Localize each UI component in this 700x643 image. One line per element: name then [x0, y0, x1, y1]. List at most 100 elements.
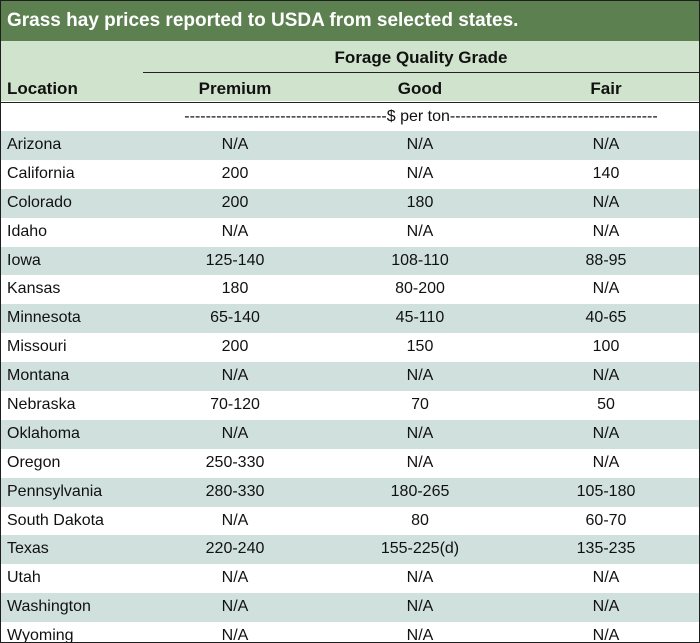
- location-cell: Wyoming: [7, 627, 74, 643]
- good-cell: 180: [406, 193, 434, 211]
- good-cell: N/A: [406, 453, 434, 471]
- table-row: Washington N/A N/A N/A: [1, 593, 699, 623]
- premium-cell: N/A: [221, 598, 249, 616]
- fair-cell: 50: [597, 396, 615, 414]
- header-divider: [1, 102, 699, 103]
- units-row: --------------------------------------$ …: [184, 108, 658, 125]
- good-cell: 108-110: [391, 251, 449, 269]
- premium-cell: N/A: [221, 136, 249, 153]
- good-cell: N/A: [406, 367, 434, 385]
- location-cell: Oregon: [7, 453, 61, 471]
- header-band: [1, 41, 699, 101]
- good-cell: N/A: [406, 222, 434, 240]
- table-row: Colorado 200 180 N/A: [1, 188, 699, 218]
- location-cell: Minnesota: [7, 309, 81, 327]
- premium-cell: N/A: [221, 424, 249, 442]
- location-cell: Missouri: [7, 338, 67, 356]
- column-header-location: Location: [7, 79, 78, 98]
- fair-cell: 60-70: [585, 511, 627, 529]
- table-row: Iowa 125-140 108-110 88-95: [1, 246, 699, 276]
- table-row: Texas 220-240 155-225(d) 135-235: [1, 535, 699, 565]
- table-row: Montana N/A N/A N/A: [1, 362, 699, 392]
- table-row: Pennsylvania 280-330 180-265 105-180: [1, 477, 699, 507]
- table-row: Nebraska 70-120 70 50: [1, 391, 699, 420]
- fair-cell: N/A: [592, 424, 620, 442]
- good-cell: 80: [411, 511, 429, 529]
- table-row: Utah N/A N/A N/A: [1, 564, 699, 593]
- premium-cell: 65-140: [210, 309, 260, 327]
- group-header: Forage Quality Grade: [334, 48, 508, 67]
- fair-cell: N/A: [592, 453, 620, 471]
- fair-cell: 135-235: [576, 540, 636, 558]
- table-row: Arizona N/A N/A N/A: [1, 131, 699, 160]
- premium-cell: N/A: [221, 511, 249, 529]
- good-cell: N/A: [406, 136, 434, 153]
- location-cell: South Dakota: [7, 511, 104, 529]
- table-title: Grass hay prices reported to USDA from s…: [1, 1, 699, 41]
- fair-cell: N/A: [592, 280, 620, 298]
- fair-cell: 88-95: [585, 251, 627, 269]
- location-cell: Washington: [7, 598, 91, 616]
- good-cell: 80-200: [395, 280, 445, 298]
- good-cell: N/A: [406, 598, 434, 616]
- location-cell: Colorado: [7, 193, 72, 211]
- fair-cell: 40-65: [585, 309, 627, 327]
- table-row: Missouri 200 150 100: [1, 333, 699, 362]
- location-cell: Pennsylvania: [7, 482, 103, 500]
- column-header-premium: Premium: [198, 79, 272, 98]
- premium-cell: N/A: [221, 569, 249, 587]
- location-cell: Nebraska: [7, 396, 76, 414]
- good-cell: N/A: [406, 164, 434, 182]
- table-row: South Dakota N/A 80 60-70: [1, 507, 699, 536]
- column-header-good: Good: [397, 79, 443, 98]
- fair-cell: 105-180: [576, 482, 636, 500]
- table-row: Idaho N/A N/A N/A: [1, 218, 699, 247]
- good-cell: 155-225(d): [380, 540, 460, 558]
- group-header-underline: [143, 72, 699, 73]
- premium-cell: 180: [221, 280, 249, 298]
- premium-cell: 70-120: [210, 396, 260, 414]
- location-cell: Arizona: [7, 136, 62, 153]
- location-cell: Oklahoma: [7, 424, 80, 442]
- fair-cell: 100: [592, 338, 620, 356]
- premium-cell: N/A: [221, 627, 249, 643]
- premium-cell: 250-330: [205, 453, 265, 471]
- location-cell: Utah: [7, 569, 41, 587]
- premium-cell: 200: [221, 164, 249, 182]
- location-cell: Iowa: [7, 251, 41, 269]
- good-cell: 70: [411, 396, 429, 414]
- table-row: California 200 N/A 140: [1, 160, 699, 189]
- good-cell: 150: [406, 338, 434, 356]
- premium-cell: 280-330: [205, 482, 265, 500]
- good-cell: 180-265: [390, 482, 450, 500]
- location-cell: Texas: [7, 540, 49, 558]
- fair-cell: N/A: [592, 569, 620, 587]
- table-row: Oklahoma N/A N/A N/A: [1, 419, 699, 449]
- column-header-fair: Fair: [590, 79, 622, 98]
- good-cell: N/A: [406, 627, 434, 643]
- location-cell: Idaho: [7, 222, 48, 240]
- fair-cell: N/A: [592, 627, 620, 643]
- fair-cell: 140: [592, 164, 620, 182]
- location-cell: Kansas: [7, 280, 61, 298]
- fair-cell: N/A: [592, 598, 620, 616]
- fair-cell: N/A: [592, 222, 620, 240]
- premium-cell: 125-140: [205, 251, 265, 269]
- fair-cell: N/A: [592, 367, 620, 385]
- fair-cell: N/A: [592, 193, 620, 211]
- table-row: Wyoming N/A N/A N/A: [1, 622, 699, 643]
- location-cell: California: [7, 164, 75, 182]
- premium-cell: 200: [221, 193, 249, 211]
- table-row: Kansas 180 80-200 N/A: [1, 275, 699, 304]
- table-row: Minnesota 65-140 45-110 40-65: [1, 304, 699, 334]
- good-cell: 45-110: [395, 309, 445, 327]
- premium-cell: N/A: [221, 367, 249, 385]
- fair-cell: N/A: [592, 136, 620, 153]
- table-body: Arizona N/A N/A N/A California 200 N/A 140 Color…: [1, 131, 699, 643]
- premium-cell: 220-240: [205, 540, 265, 558]
- good-cell: N/A: [406, 424, 434, 442]
- good-cell: N/A: [406, 569, 434, 587]
- premium-cell: N/A: [221, 222, 249, 240]
- location-cell: Montana: [7, 367, 70, 385]
